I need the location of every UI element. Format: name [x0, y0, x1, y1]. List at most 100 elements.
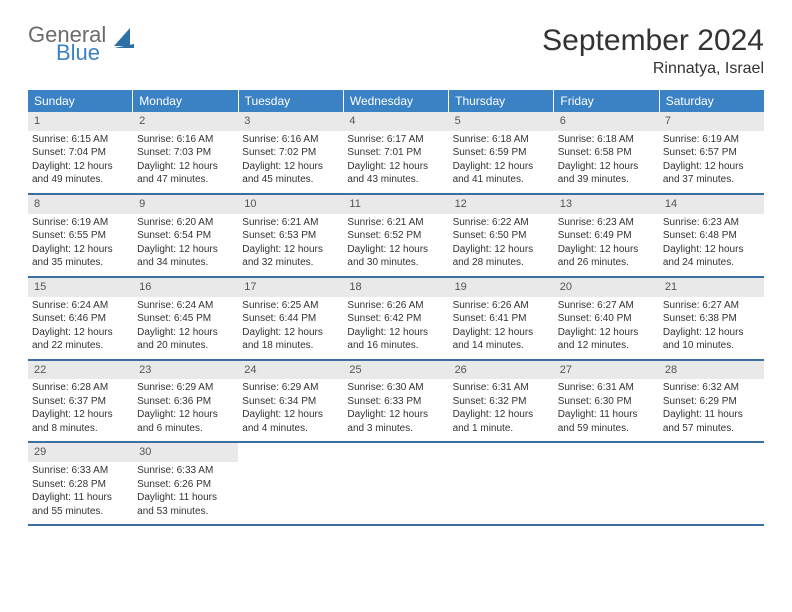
day-cell: 23Sunrise: 6:29 AMSunset: 6:36 PMDayligh…	[133, 361, 238, 442]
dow-cell: Tuesday	[239, 90, 344, 112]
dow-cell: Wednesday	[344, 90, 449, 112]
daylight-text-2: and 12 minutes.	[558, 339, 655, 353]
week-row: 15Sunrise: 6:24 AMSunset: 6:46 PMDayligh…	[28, 278, 764, 361]
sunset-text: Sunset: 6:44 PM	[242, 312, 339, 326]
day-body: Sunrise: 6:29 AMSunset: 6:34 PMDaylight:…	[238, 379, 343, 441]
sunrise-text: Sunrise: 6:23 AM	[663, 216, 760, 230]
day-cell: 17Sunrise: 6:25 AMSunset: 6:44 PMDayligh…	[238, 278, 343, 359]
sunrise-text: Sunrise: 6:23 AM	[558, 216, 655, 230]
sunrise-text: Sunrise: 6:15 AM	[32, 133, 129, 147]
sunset-text: Sunset: 7:01 PM	[347, 146, 444, 160]
logo-blue: Blue	[56, 42, 106, 64]
title-block: September 2024 Rinnatya, Israel	[542, 24, 764, 78]
daylight-text-1: Daylight: 12 hours	[558, 160, 655, 174]
day-body: Sunrise: 6:18 AMSunset: 6:58 PMDaylight:…	[554, 131, 659, 193]
daylight-text-1: Daylight: 12 hours	[137, 408, 234, 422]
day-body: Sunrise: 6:21 AMSunset: 6:52 PMDaylight:…	[343, 214, 448, 276]
day-body: Sunrise: 6:26 AMSunset: 6:42 PMDaylight:…	[343, 297, 448, 359]
sunrise-text: Sunrise: 6:17 AM	[347, 133, 444, 147]
day-body: Sunrise: 6:21 AMSunset: 6:53 PMDaylight:…	[238, 214, 343, 276]
sunrise-text: Sunrise: 6:19 AM	[663, 133, 760, 147]
day-cell: 12Sunrise: 6:22 AMSunset: 6:50 PMDayligh…	[449, 195, 554, 276]
daylight-text-2: and 6 minutes.	[137, 422, 234, 436]
sunrise-text: Sunrise: 6:19 AM	[32, 216, 129, 230]
sunset-text: Sunset: 6:29 PM	[663, 395, 760, 409]
daylight-text-2: and 4 minutes.	[242, 422, 339, 436]
day-number: 2	[133, 112, 238, 131]
day-cell: 20Sunrise: 6:27 AMSunset: 6:40 PMDayligh…	[554, 278, 659, 359]
day-cell	[449, 443, 554, 524]
sunrise-text: Sunrise: 6:25 AM	[242, 299, 339, 313]
day-cell: 4Sunrise: 6:17 AMSunset: 7:01 PMDaylight…	[343, 112, 448, 193]
day-cell	[554, 443, 659, 524]
sunset-text: Sunset: 6:52 PM	[347, 229, 444, 243]
week-row: 8Sunrise: 6:19 AMSunset: 6:55 PMDaylight…	[28, 195, 764, 278]
day-body: Sunrise: 6:24 AMSunset: 6:46 PMDaylight:…	[28, 297, 133, 359]
day-cell: 3Sunrise: 6:16 AMSunset: 7:02 PMDaylight…	[238, 112, 343, 193]
day-number: 24	[238, 361, 343, 380]
sunset-text: Sunset: 6:59 PM	[453, 146, 550, 160]
sunset-text: Sunset: 7:02 PM	[242, 146, 339, 160]
sunset-text: Sunset: 6:28 PM	[32, 478, 129, 492]
sunset-text: Sunset: 6:34 PM	[242, 395, 339, 409]
day-body: Sunrise: 6:24 AMSunset: 6:45 PMDaylight:…	[133, 297, 238, 359]
daylight-text-1: Daylight: 12 hours	[137, 243, 234, 257]
daylight-text-1: Daylight: 12 hours	[32, 326, 129, 340]
day-cell	[343, 443, 448, 524]
day-number: 18	[343, 278, 448, 297]
day-cell: 2Sunrise: 6:16 AMSunset: 7:03 PMDaylight…	[133, 112, 238, 193]
day-number: 3	[238, 112, 343, 131]
day-number: 25	[343, 361, 448, 380]
day-cell: 15Sunrise: 6:24 AMSunset: 6:46 PMDayligh…	[28, 278, 133, 359]
day-number: 17	[238, 278, 343, 297]
day-body: Sunrise: 6:28 AMSunset: 6:37 PMDaylight:…	[28, 379, 133, 441]
daylight-text-1: Daylight: 11 hours	[558, 408, 655, 422]
weeks-container: 1Sunrise: 6:15 AMSunset: 7:04 PMDaylight…	[28, 112, 764, 526]
daylight-text-2: and 22 minutes.	[32, 339, 129, 353]
location: Rinnatya, Israel	[542, 60, 764, 78]
day-number: 15	[28, 278, 133, 297]
daylight-text-1: Daylight: 12 hours	[558, 326, 655, 340]
day-number: 14	[659, 195, 764, 214]
day-body: Sunrise: 6:19 AMSunset: 6:57 PMDaylight:…	[659, 131, 764, 193]
day-cell	[238, 443, 343, 524]
day-cell: 5Sunrise: 6:18 AMSunset: 6:59 PMDaylight…	[449, 112, 554, 193]
day-body: Sunrise: 6:15 AMSunset: 7:04 PMDaylight:…	[28, 131, 133, 193]
sunset-text: Sunset: 6:46 PM	[32, 312, 129, 326]
daylight-text-1: Daylight: 12 hours	[453, 243, 550, 257]
day-number: 19	[449, 278, 554, 297]
daylight-text-2: and 8 minutes.	[32, 422, 129, 436]
day-number: 27	[554, 361, 659, 380]
sunrise-text: Sunrise: 6:26 AM	[453, 299, 550, 313]
sunset-text: Sunset: 6:45 PM	[137, 312, 234, 326]
day-body: Sunrise: 6:30 AMSunset: 6:33 PMDaylight:…	[343, 379, 448, 441]
daylight-text-1: Daylight: 12 hours	[663, 160, 760, 174]
daylight-text-2: and 18 minutes.	[242, 339, 339, 353]
daylight-text-1: Daylight: 12 hours	[347, 243, 444, 257]
daylight-text-1: Daylight: 12 hours	[32, 408, 129, 422]
day-number: 23	[133, 361, 238, 380]
sunset-text: Sunset: 7:03 PM	[137, 146, 234, 160]
daylight-text-2: and 43 minutes.	[347, 173, 444, 187]
daylight-text-1: Daylight: 11 hours	[32, 491, 129, 505]
sunrise-text: Sunrise: 6:24 AM	[32, 299, 129, 313]
sunrise-text: Sunrise: 6:33 AM	[137, 464, 234, 478]
sunrise-text: Sunrise: 6:28 AM	[32, 381, 129, 395]
day-body: Sunrise: 6:22 AMSunset: 6:50 PMDaylight:…	[449, 214, 554, 276]
day-number: 16	[133, 278, 238, 297]
sunset-text: Sunset: 6:55 PM	[32, 229, 129, 243]
daylight-text-2: and 49 minutes.	[32, 173, 129, 187]
daylight-text-1: Daylight: 11 hours	[137, 491, 234, 505]
day-number: 28	[659, 361, 764, 380]
daylight-text-2: and 55 minutes.	[32, 505, 129, 519]
sunrise-text: Sunrise: 6:16 AM	[242, 133, 339, 147]
day-cell: 16Sunrise: 6:24 AMSunset: 6:45 PMDayligh…	[133, 278, 238, 359]
day-body: Sunrise: 6:27 AMSunset: 6:38 PMDaylight:…	[659, 297, 764, 359]
day-number: 21	[659, 278, 764, 297]
day-body: Sunrise: 6:31 AMSunset: 6:30 PMDaylight:…	[554, 379, 659, 441]
day-cell: 14Sunrise: 6:23 AMSunset: 6:48 PMDayligh…	[659, 195, 764, 276]
week-row: 1Sunrise: 6:15 AMSunset: 7:04 PMDaylight…	[28, 112, 764, 195]
sunset-text: Sunset: 6:58 PM	[558, 146, 655, 160]
daylight-text-1: Daylight: 12 hours	[242, 160, 339, 174]
day-body: Sunrise: 6:16 AMSunset: 7:02 PMDaylight:…	[238, 131, 343, 193]
